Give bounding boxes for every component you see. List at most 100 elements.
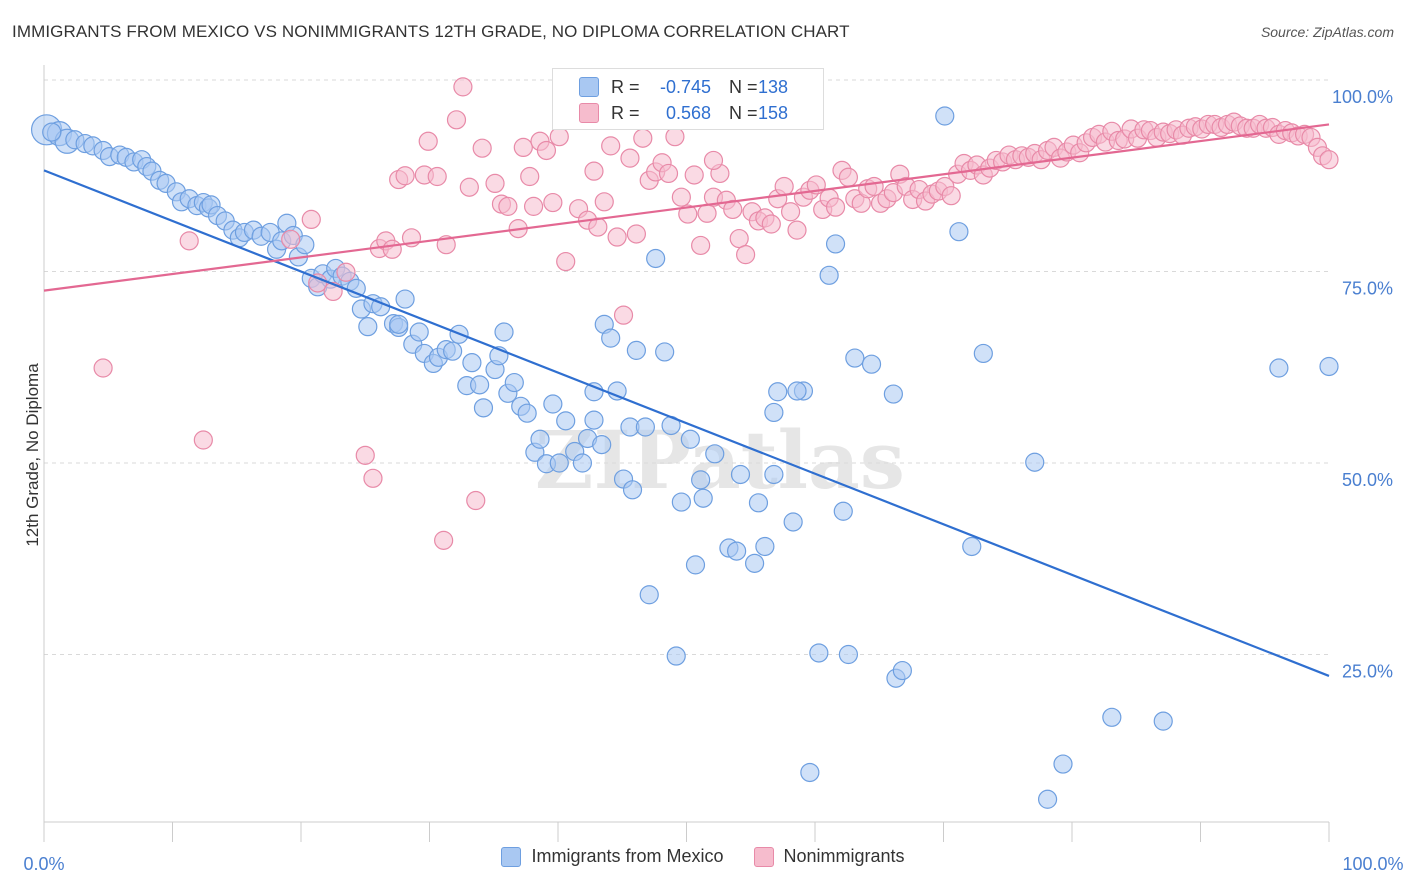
point-mexico [962, 536, 982, 557]
point-nonimmigrants [594, 192, 614, 212]
chart-title: IMMIGRANTS FROM MEXICO VS NONIMMIGRANTS … [12, 22, 850, 41]
point-mexico [1102, 707, 1122, 727]
point-mexico [705, 444, 725, 464]
stats-n-value: 138 [758, 77, 789, 97]
point-mexico [833, 501, 853, 521]
point-mexico [494, 322, 514, 342]
point-mexico [635, 417, 655, 437]
point-mexico [655, 342, 675, 362]
point-mexico [935, 106, 955, 126]
point-nonimmigrants [678, 204, 698, 224]
point-mexico [838, 644, 859, 665]
point-nonimmigrants [787, 220, 807, 240]
point-mexico [787, 381, 807, 401]
point-nonimmigrants [671, 187, 691, 207]
point-nonimmigrants [434, 530, 454, 550]
point-mexico [42, 122, 62, 142]
point-nonimmigrants [498, 196, 518, 216]
x-tick-label-min: 0.0% [23, 854, 64, 874]
point-nonimmigrants [453, 77, 473, 97]
point-mexico [601, 328, 621, 348]
point-mexico [949, 222, 969, 242]
point-mexico [1053, 754, 1073, 774]
point-nonimmigrants [1319, 150, 1339, 170]
point-mexico [680, 429, 700, 449]
point-nonimmigrants [418, 131, 438, 151]
point-mexico [1269, 358, 1289, 378]
y-axis-label: 12th Grade, No Diploma [23, 363, 42, 547]
point-nonimmigrants [613, 305, 634, 325]
point-nonimmigrants [363, 468, 383, 488]
point-nonimmigrants [697, 203, 717, 223]
legend-swatch-mexico [501, 846, 522, 867]
point-mexico [825, 234, 846, 254]
legend-item-nonimmigrants[interactable]: Nonimmigrants [753, 846, 905, 867]
stats-r-label: R = [611, 77, 640, 97]
point-mexico [443, 341, 463, 361]
point-mexico [671, 492, 691, 512]
point-mexico [727, 541, 747, 561]
point-nonimmigrants [607, 227, 627, 247]
point-nonimmigrants [472, 138, 492, 158]
point-mexico [764, 402, 784, 423]
point-mexico [626, 340, 646, 360]
y-tick-label: 75.0% [1342, 279, 1393, 299]
trend-line-nonimmigrants [43, 123, 1330, 292]
point-nonimmigrants [665, 127, 685, 147]
point-nonimmigrants [308, 273, 328, 293]
point-mexico [845, 348, 865, 368]
point-nonimmigrants [193, 430, 213, 450]
point-mexico [584, 382, 604, 402]
point-nonimmigrants [523, 196, 544, 216]
point-nonimmigrants [395, 166, 415, 186]
point-nonimmigrants [520, 166, 540, 187]
point-nonimmigrants [543, 192, 563, 213]
stats-n-label: N = [729, 103, 758, 123]
point-mexico [883, 384, 903, 404]
legend-label-nonimmigrants: Nonimmigrants [783, 846, 905, 866]
point-mexico [819, 265, 839, 285]
legend-item-mexico[interactable]: Immigrants from Mexico [501, 846, 724, 867]
point-mexico [764, 464, 784, 485]
point-nonimmigrants [633, 128, 653, 148]
point-nonimmigrants [459, 177, 479, 197]
point-mexico [666, 646, 686, 666]
point-mexico [693, 488, 713, 508]
point-nonimmigrants [658, 163, 679, 184]
point-mexico [646, 248, 666, 269]
stats-swatch-nonimmigrants [579, 103, 599, 123]
point-mexico [395, 289, 415, 309]
point-mexico [607, 381, 627, 401]
point-nonimmigrants [601, 136, 621, 156]
y-tick-label: 25.0% [1342, 662, 1393, 682]
stats-r-value: 0.568 [665, 103, 711, 123]
point-mexico [639, 585, 659, 605]
point-mexico [745, 553, 765, 573]
point-mexico [549, 453, 569, 473]
point-nonimmigrants [427, 166, 447, 187]
point-mexico [748, 493, 769, 513]
point-mexico [685, 555, 706, 575]
stats-n-value: 158 [758, 103, 789, 123]
point-mexico [504, 372, 524, 393]
point-mexico [800, 762, 820, 783]
stats-row-mexico: R = -0.745 N = 138 [553, 74, 823, 100]
point-nonimmigrants [626, 224, 646, 244]
point-mexico [543, 394, 563, 414]
stats-r-value: -0.745 [659, 77, 711, 97]
point-nonimmigrants [382, 239, 402, 259]
stats-r-label: R = [611, 103, 640, 123]
point-nonimmigrants [513, 137, 533, 158]
point-nonimmigrants [355, 445, 375, 465]
point-nonimmigrants [485, 173, 505, 194]
point-mexico [973, 343, 993, 364]
point-nonimmigrants [584, 161, 604, 181]
trend-line-mexico [43, 169, 1330, 677]
point-mexico [409, 322, 429, 342]
point-mexico [892, 660, 912, 681]
point-mexico [1153, 711, 1173, 731]
chart-source: Source: ZipAtlas.com [1260, 24, 1394, 40]
x-tick-label-max: 100.0% [1342, 854, 1403, 874]
point-nonimmigrants [301, 209, 321, 230]
